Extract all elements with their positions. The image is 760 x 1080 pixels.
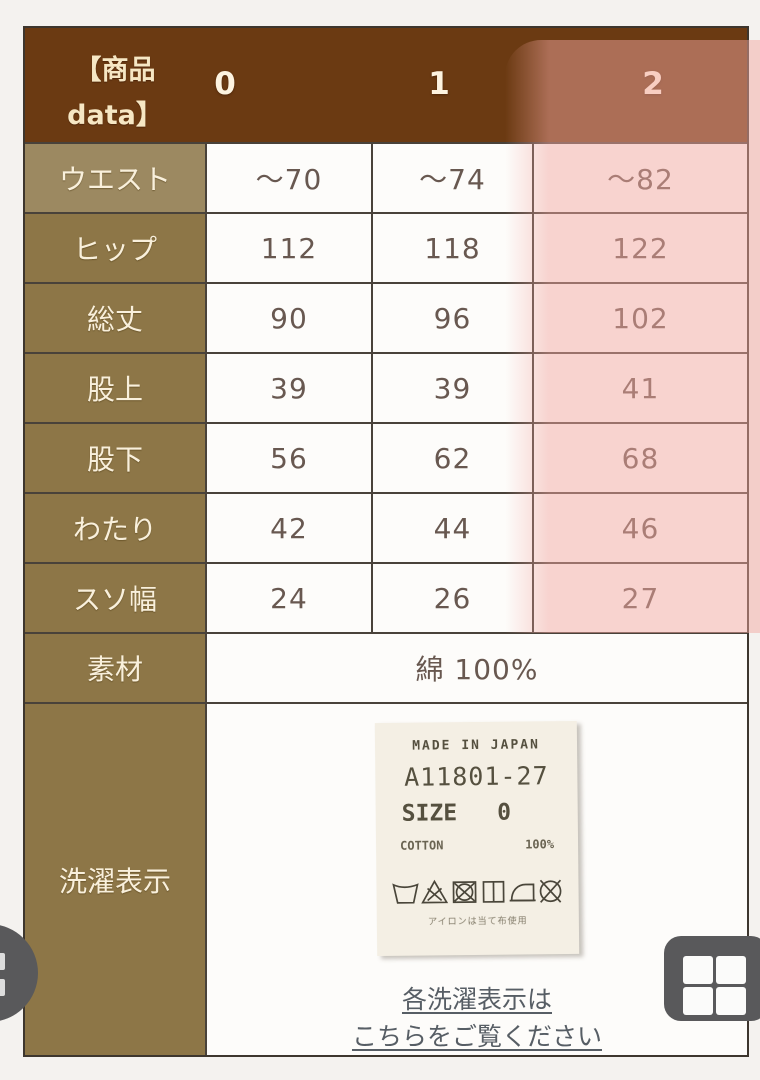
row-label-hip: ヒップ: [25, 212, 205, 282]
no-tumble-dry-icon: [452, 881, 477, 904]
care-link-line1[interactable]: 各洗濯表示は: [401, 985, 552, 1014]
hip-size0: 112: [205, 212, 371, 282]
care-symbols-row: [391, 875, 563, 913]
care-label-size-word: SIZE: [401, 800, 458, 827]
iron-icon: [509, 883, 536, 902]
hem-width-size1: 26: [371, 562, 532, 632]
grid-icon: [0, 953, 5, 970]
table-title-line1: 【商品: [74, 55, 156, 86]
no-bleach-icon: [421, 879, 449, 904]
rise-size1: 39: [371, 352, 532, 422]
care-label-photo: MADE IN JAPAN A11801-27 SIZE 0 COTTON 10…: [374, 720, 580, 957]
total-length-size0: 90: [205, 282, 371, 352]
size-column-header-2: 2: [642, 66, 664, 102]
row-label-care: 洗濯表示: [25, 702, 205, 1055]
grid-icon: [0, 979, 5, 996]
inseam-size0: 56: [205, 422, 371, 492]
care-label-note: アイロンは当て布使用: [428, 916, 528, 928]
row-label-hem-width: スソ幅: [25, 562, 205, 632]
waist-size1: ～74: [371, 142, 532, 212]
hem-width-size2: 27: [532, 562, 747, 632]
rise-size0: 39: [205, 352, 371, 422]
care-label-fabric: COTTON 100%: [376, 837, 578, 853]
inseam-size1: 62: [371, 422, 532, 492]
grid-icon: [716, 987, 746, 1015]
line-dry-icon: [482, 880, 505, 903]
care-label-product-code: A11801-27: [403, 761, 549, 792]
row-label-material: 素材: [25, 632, 205, 702]
size-column-header-1: 1: [428, 66, 450, 102]
row-label-waist: ウエスト: [25, 142, 205, 212]
care-cell: MADE IN JAPAN A11801-27 SIZE 0 COTTON 10…: [205, 702, 747, 1055]
grid-icon: [683, 956, 713, 984]
table-title-line2: data】: [67, 100, 163, 131]
total-length-size2: 102: [532, 282, 747, 352]
care-label-size: SIZE 0: [376, 800, 512, 827]
waist-size0: ～70: [205, 142, 371, 212]
care-label-fabric-value: 100%: [525, 837, 555, 852]
care-instructions-link[interactable]: 各洗濯表示は こちらをご覧ください: [352, 981, 602, 1055]
hip-size1: 118: [371, 212, 532, 282]
row-label-rise: 股上: [25, 352, 205, 422]
thigh-width-size1: 44: [371, 492, 532, 562]
table-title: 【商品 data】: [25, 48, 205, 138]
thigh-width-size0: 42: [205, 492, 371, 562]
rise-size2: 41: [532, 352, 747, 422]
care-link-line2[interactable]: こちらをご覧ください: [351, 1022, 602, 1051]
table-header-row: 【商品 data】 0 1 2: [25, 28, 747, 142]
hip-size2: 122: [532, 212, 747, 282]
care-label-made-in: MADE IN JAPAN: [412, 737, 540, 754]
hem-width-size0: 24: [205, 562, 371, 632]
care-label-size-value: 0: [496, 799, 512, 826]
grid-menu-button[interactable]: [664, 936, 760, 1021]
size-spec-table: 【商品 data】 0 1 2 ウエスト ～70 ～74 ～82 ヒップ 112…: [23, 26, 749, 1057]
inseam-size2: 68: [532, 422, 747, 492]
total-length-size1: 96: [371, 282, 532, 352]
care-label-fabric-word: COTTON: [399, 838, 444, 853]
wash-tub-icon: [392, 883, 419, 904]
row-label-total-length: 総丈: [25, 282, 205, 352]
grid-icon: [716, 956, 746, 984]
row-label-thigh-width: わたり: [25, 492, 205, 562]
no-dry-clean-icon: [539, 879, 562, 903]
row-label-inseam: 股下: [25, 422, 205, 492]
size-column-header-0: 0: [214, 66, 236, 102]
waist-size2: ～82: [532, 142, 747, 212]
thigh-width-size2: 46: [532, 492, 747, 562]
material-value: 綿 100%: [205, 632, 747, 702]
grid-icon: [683, 987, 713, 1015]
